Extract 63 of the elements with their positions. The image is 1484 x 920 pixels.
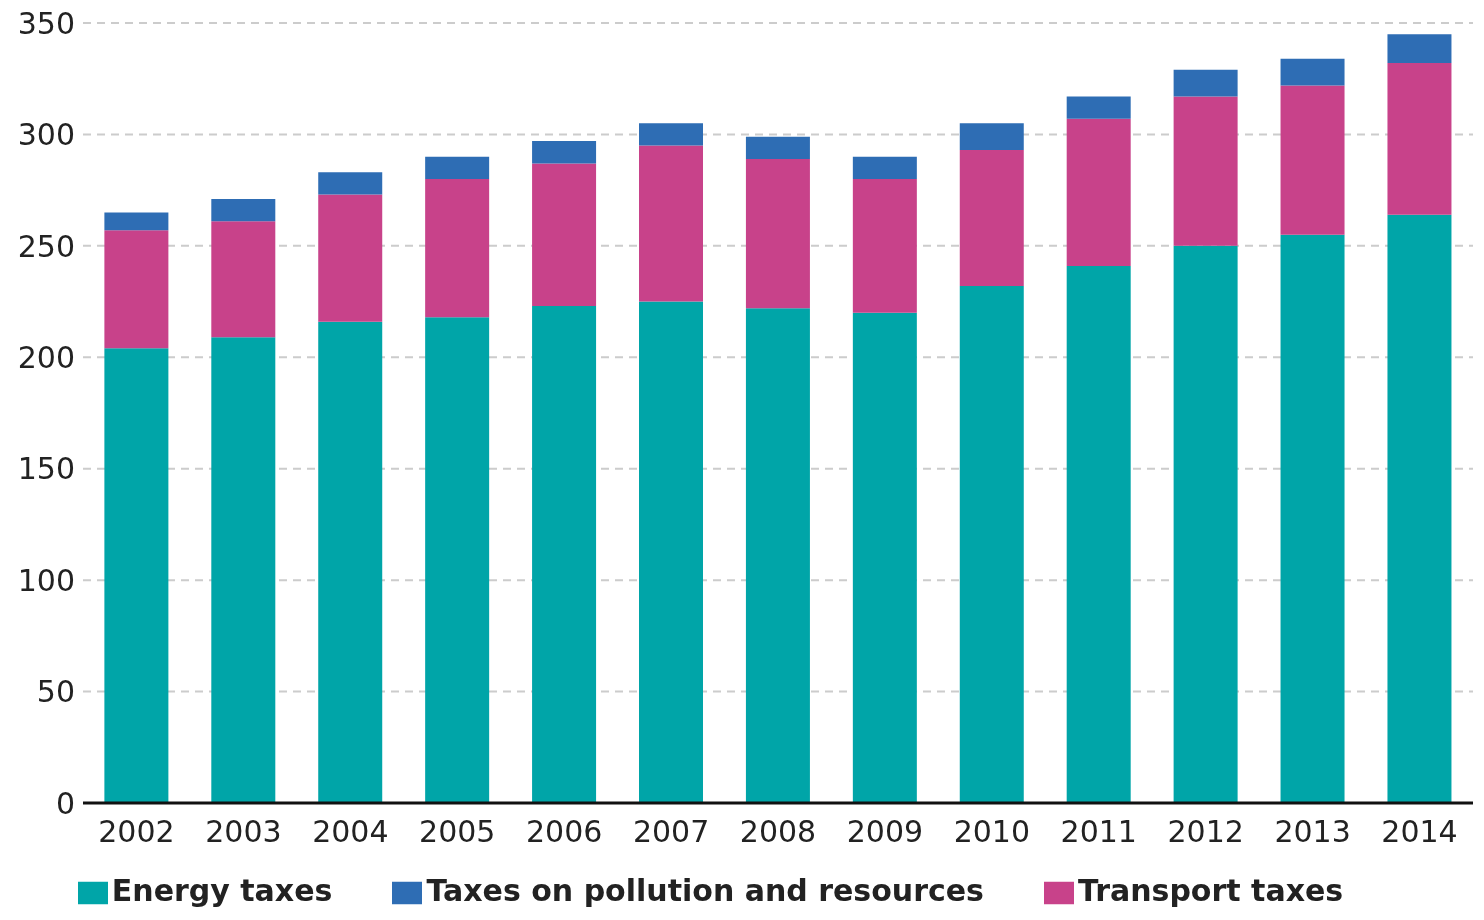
bar [1387,63,1452,215]
bar [104,230,169,349]
bar [532,306,597,803]
bar [425,317,490,803]
legend-label: Transport taxes [1077,873,1344,908]
bar [1173,245,1238,803]
bar [1280,58,1345,86]
x-tick-label: 2010 [953,814,1031,850]
bar [639,301,703,803]
y-tick-label: 300 [17,117,75,153]
y-tick-label: 0 [55,785,75,821]
bar [959,123,1024,151]
bar [1066,118,1131,266]
y-tick-label: 350 [17,5,75,41]
bar [1280,85,1345,235]
y-tick-label: 200 [17,339,75,375]
bar [1066,265,1131,803]
bar [852,156,917,179]
bar [1387,34,1452,64]
bar [318,321,383,803]
x-tick-label: 2007 [632,814,710,850]
y-tick-label: 250 [17,228,75,264]
x-tick-label: 2003 [205,814,282,850]
x-tick-label: 2002 [98,814,175,850]
bar [425,156,490,179]
legend-label: Taxes on pollution and resources [426,873,984,908]
x-tick-label: 2011 [1060,814,1137,850]
x-tick-label: 2004 [312,814,389,850]
bar [745,158,810,309]
x-tick-label: 2006 [525,814,603,850]
bar [639,123,703,146]
y-tick-label: 150 [17,451,75,487]
bar [852,179,917,313]
bar [211,199,276,222]
bar [318,194,383,322]
bar [211,337,276,803]
bar [1173,69,1238,97]
bar [745,308,810,803]
bar [959,285,1024,803]
y-tick-label: 50 [36,674,75,710]
bar [532,141,597,164]
bar [425,179,490,318]
x-tick-label: 2005 [419,814,496,850]
bar [959,150,1024,286]
bar [639,145,703,302]
bar [318,172,383,195]
bar [211,221,276,338]
bar [104,348,169,803]
x-tick-label: 2013 [1274,814,1351,850]
legend-label: Energy taxes [111,873,333,908]
bar [1173,96,1238,246]
x-tick-label: 2014 [1381,814,1458,850]
bar [852,312,917,803]
bar [1280,234,1345,803]
bar [532,163,597,307]
bar [104,212,169,231]
bar [1066,96,1131,119]
x-tick-label: 2009 [846,814,924,850]
bar [1387,214,1452,803]
y-tick-label: 100 [17,562,75,598]
x-tick-label: 2012 [1167,814,1244,850]
x-tick-label: 2008 [739,814,817,850]
bar [745,136,810,159]
